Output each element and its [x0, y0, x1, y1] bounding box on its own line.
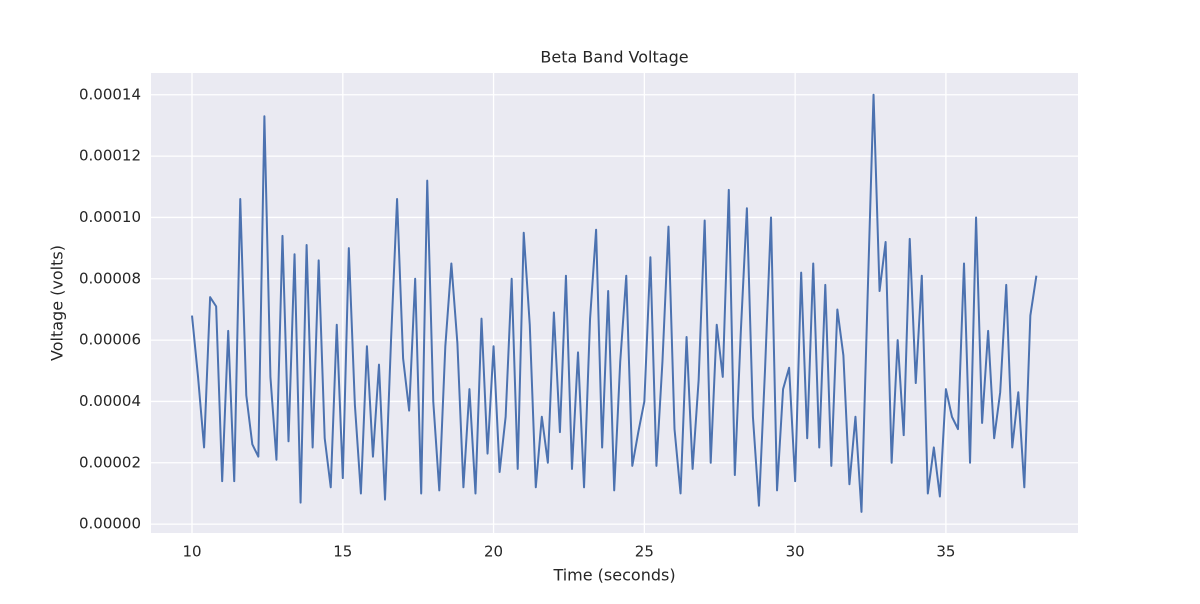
data-line [191, 93, 1038, 513]
y-tick-label: 0.00008 [79, 269, 141, 287]
y-axis-label: Voltage (volts) [48, 245, 67, 361]
x-tick-label: 15 [333, 543, 352, 561]
y-tick-label: 0.00002 [79, 453, 141, 471]
y-tick-label: 0.00012 [79, 147, 141, 165]
chart-title: Beta Band Voltage [540, 48, 688, 67]
x-tick-label: 35 [936, 543, 955, 561]
y-tick-label: 0.00000 [79, 515, 141, 533]
x-tick-label: 30 [786, 543, 805, 561]
y-tick-label: 0.00014 [79, 85, 141, 103]
x-axis-label: Time (seconds) [552, 566, 675, 585]
y-tick-label: 0.00010 [79, 208, 141, 226]
x-tick-label: 25 [635, 543, 654, 561]
y-tick-label: 0.00006 [79, 331, 141, 349]
x-tick-label: 10 [182, 543, 201, 561]
y-tick-label: 0.00004 [79, 392, 141, 410]
x-tick-label: 20 [484, 543, 503, 561]
